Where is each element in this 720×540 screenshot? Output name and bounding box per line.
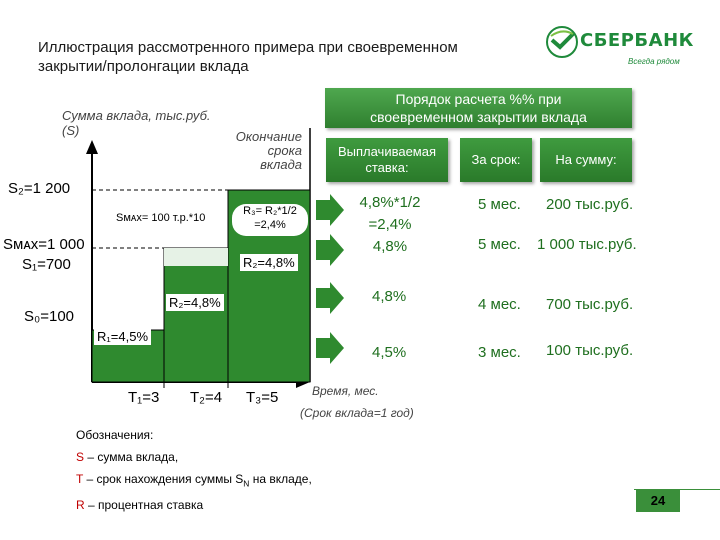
arrow-row4-icon	[316, 332, 344, 364]
r3-line2: =2,4%	[254, 219, 286, 231]
col-term-header: За срок:	[460, 138, 532, 182]
block-s1	[163, 247, 229, 383]
legend-t-text-a: – срок нахождения суммы S	[83, 472, 244, 486]
page-number: 24	[636, 490, 680, 512]
row1-rate-line3: 4,8%	[372, 238, 408, 255]
row3-rate: 4,8%	[372, 288, 407, 305]
logo-tagline: Всегда рядом	[628, 57, 680, 66]
arrow-row3-icon	[316, 282, 344, 314]
calc-header-line1: Порядок расчета %% при	[395, 91, 562, 107]
legend-title: Обозначения:	[76, 428, 154, 442]
slide-title-line1: Иллюстрация рассмотренного примера при с…	[38, 39, 458, 56]
page-number-line	[634, 489, 720, 490]
s1-label: S₁=700	[22, 256, 71, 273]
col-rate-line1: Выплачиваемая	[337, 144, 437, 159]
row3-term: 4 мес.	[478, 296, 521, 313]
end-term-line3: вклада	[260, 157, 302, 172]
col-sum-header: На сумму:	[540, 138, 632, 182]
r3-line1: R₃= R₂*1/2	[243, 205, 297, 217]
legend-s: S – сумма вклада,	[76, 446, 312, 468]
legend-t-sub: N	[243, 478, 250, 489]
calc-header: Порядок расчета %% при своевременном зак…	[325, 88, 632, 128]
legend-r-text: – процентная ставка	[84, 498, 204, 513]
row2-term: 5 мес.	[478, 236, 521, 253]
row3-sum: 700 тыс.руб.	[546, 296, 634, 313]
smax-formula: Sᴍᴀx= 100 т.р.*10	[116, 212, 206, 224]
slide-title-line2: закрытии/пролонгации вклада	[38, 58, 249, 75]
row1-rate: 4,8%*1/2 =2,4% 4,8%	[340, 192, 440, 258]
calc-header-line2: своевременном закрытии вклада	[370, 109, 587, 125]
row4-sum: 100 тыс.руб.	[546, 342, 634, 359]
legend-r: R – процентная ставка	[76, 494, 312, 516]
col-rate-line2: ставка:	[365, 160, 409, 175]
sberbank-logo-icon	[546, 26, 578, 58]
row4-term: 3 мес.	[478, 344, 521, 361]
r2-step-label: R₂=4,8%	[166, 294, 224, 311]
y-axis-label-line2: (S)	[62, 123, 80, 138]
y-axis-arrow	[86, 140, 98, 154]
t3-label: T₃=5	[246, 389, 279, 406]
legend-t-key: T	[76, 472, 84, 486]
logo-name: СБЕРБАНК	[580, 30, 694, 51]
s2-label: S₂=1 200	[8, 180, 71, 197]
legend: Обозначения: S – сумма вклада, T – срок …	[76, 424, 312, 516]
legend-t: T – срок нахождения суммы SN на вкладе,	[76, 468, 312, 494]
t2-label: T₂=4	[190, 389, 223, 406]
legend-s-text: – сумма вклада,	[84, 450, 179, 464]
row4-rate: 4,5%	[372, 344, 407, 361]
arrow-row1-icon	[316, 194, 344, 226]
row1-sum: 200 тыс.руб.	[546, 196, 634, 213]
arrow-row2-icon	[316, 234, 344, 266]
legend-t-text-b: на вкладе,	[249, 472, 312, 486]
y-axis-label-line1: Сумма вклада, тыс.руб.	[62, 108, 211, 123]
smax-label: Sᴍᴀx=1 000	[3, 236, 85, 253]
end-term-line1: Окончание	[235, 129, 302, 144]
slide-title: Иллюстрация рассмотренного примера при с…	[38, 38, 538, 76]
end-term-label: Окончание срока вклада	[220, 130, 302, 172]
y-axis-label: Сумма вклада, тыс.руб. (S)	[62, 108, 211, 138]
t1-label: T₁=3	[128, 389, 160, 406]
r2-block-label: R₂=4,8%	[240, 254, 298, 271]
row1-term: 5 мес.	[478, 196, 521, 213]
legend-r-key: R	[76, 498, 85, 513]
x-axis-note: (Срок вклада=1 год)	[300, 406, 414, 420]
end-term-line2: срока	[267, 143, 302, 158]
r1-step-label: R₁=4,5%	[94, 328, 151, 345]
row2-sum: 1 000 тыс.руб.	[537, 236, 637, 253]
legend-s-key: S	[76, 450, 85, 464]
r3-formula: R₃= R₂*1/2 =2,4%	[232, 204, 308, 236]
s0-label: S₀=100	[24, 308, 75, 325]
col-rate-header: Выплачиваемая ставка:	[326, 138, 448, 182]
row1-rate-line2: =2,4%	[368, 216, 412, 233]
row1-rate-line1: 4,8%*1/2	[359, 194, 421, 211]
smax-band	[164, 248, 228, 266]
x-axis-label: Время, мес.	[312, 384, 379, 398]
